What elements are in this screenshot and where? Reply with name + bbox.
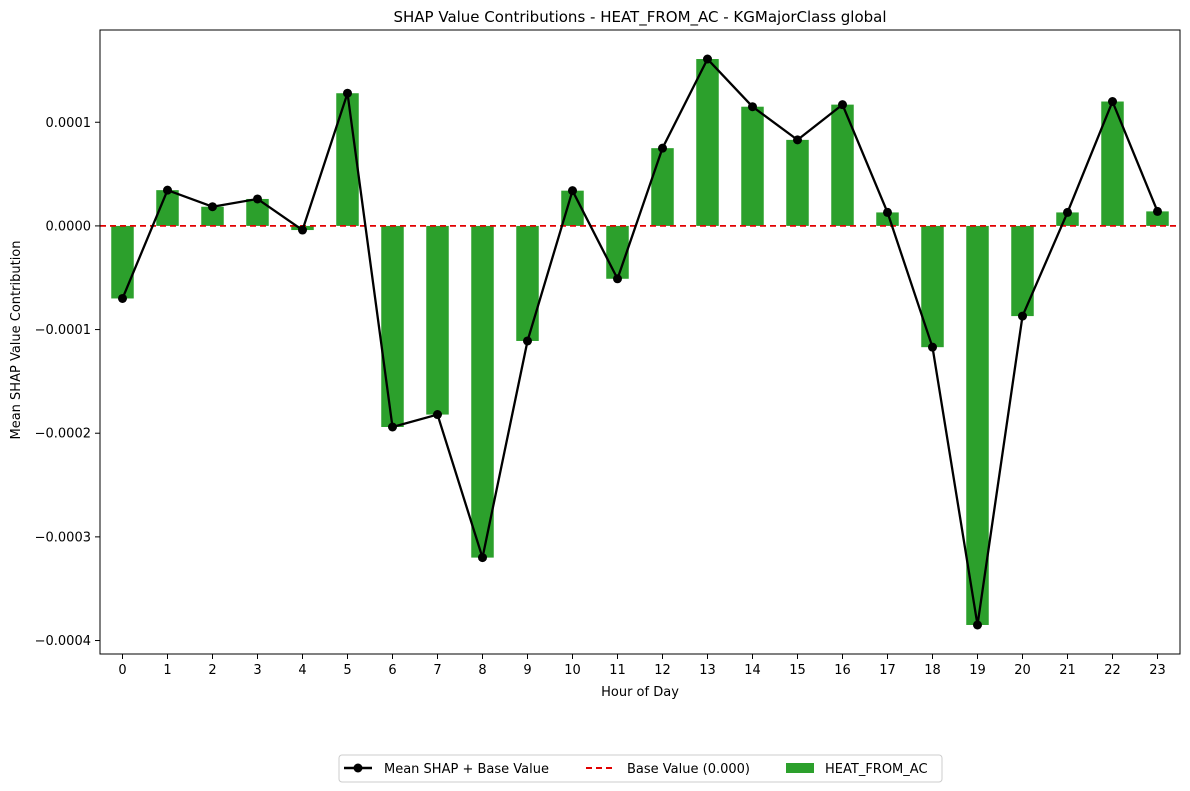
bar-hour-23 bbox=[1146, 211, 1169, 226]
y-tick-label: 0.0001 bbox=[46, 116, 92, 131]
x-tick-label: 12 bbox=[654, 663, 671, 678]
axes-layer: −0.0004 −0.0003 −0.0002 −0.0001 0.0000 0.0001… bbox=[35, 29, 1181, 678]
legend-label-base-value: Base Value (0.000) bbox=[627, 762, 750, 777]
x-tick-label: 4 bbox=[298, 663, 306, 678]
mean-shap-point-hour-8 bbox=[478, 553, 487, 563]
bar-hour-8 bbox=[471, 225, 494, 558]
mean-shap-point-hour-16 bbox=[838, 100, 847, 110]
bar-hour-13 bbox=[696, 59, 719, 226]
x-tick-label: 18 bbox=[924, 663, 941, 678]
bar-hour-20 bbox=[1011, 225, 1034, 317]
bar-hour-9 bbox=[516, 225, 539, 341]
mean-shap-point-hour-21 bbox=[1063, 207, 1072, 217]
mean-shap-point-hour-3 bbox=[253, 194, 262, 204]
x-tick-label: 7 bbox=[433, 663, 441, 678]
legend-item-mean-shap: Mean SHAP + Base Value bbox=[344, 762, 549, 777]
y-tick-label: −0.0004 bbox=[35, 634, 91, 649]
mean-shap-point-hour-12 bbox=[658, 143, 667, 153]
bar-hour-19 bbox=[966, 225, 989, 625]
mean-shap-point-hour-18 bbox=[928, 342, 937, 352]
x-tick-label: 0 bbox=[118, 663, 126, 678]
x-tick-label: 8 bbox=[478, 663, 486, 678]
mean-shap-point-hour-2 bbox=[208, 202, 217, 212]
mean-shap-point-hour-6 bbox=[388, 422, 397, 432]
y-tick-label: −0.0002 bbox=[35, 427, 91, 442]
mean-shap-point-hour-15 bbox=[793, 135, 802, 145]
mean-shap-point-hour-20 bbox=[1018, 311, 1027, 321]
x-tick-label: 16 bbox=[834, 663, 851, 678]
x-tick-label: 19 bbox=[969, 663, 986, 678]
x-tick-label: 1 bbox=[163, 663, 171, 678]
x-tick-label: 14 bbox=[744, 663, 761, 678]
x-tick-label: 22 bbox=[1104, 663, 1121, 678]
mean-shap-point-hour-7 bbox=[433, 410, 442, 420]
plot-frame bbox=[99, 29, 1181, 655]
legend-item-base-value: Base Value (0.000) bbox=[586, 762, 750, 777]
mean-shap-point-hour-5 bbox=[343, 88, 352, 98]
y-tick-label: −0.0003 bbox=[35, 530, 91, 545]
mean-shap-point-hour-4 bbox=[298, 225, 307, 235]
mean-shap-point-hour-19 bbox=[973, 620, 982, 630]
chart-title: SHAP Value Contributions - HEAT_FROM_AC … bbox=[393, 8, 886, 27]
x-tick-label: 15 bbox=[789, 663, 806, 678]
bar-hour-11 bbox=[606, 225, 629, 279]
x-tick-label: 5 bbox=[343, 663, 351, 678]
bar-hour-16 bbox=[831, 104, 854, 226]
bar-hour-6 bbox=[381, 225, 404, 427]
mean-shap-point-hour-23 bbox=[1153, 206, 1162, 216]
bar-hour-7 bbox=[426, 225, 449, 415]
bar-hour-1 bbox=[156, 190, 179, 226]
mean-shap-point-hour-10 bbox=[568, 186, 577, 196]
bar-hour-2 bbox=[201, 206, 224, 226]
bar-hour-18 bbox=[921, 225, 944, 348]
mean-shap-point-hour-13 bbox=[703, 54, 712, 64]
bars-layer bbox=[111, 59, 1169, 625]
line-layer bbox=[118, 54, 1162, 630]
x-tick-label: 23 bbox=[1149, 663, 1166, 678]
y-tick-label: −0.0001 bbox=[35, 323, 91, 338]
x-tick-label: 17 bbox=[879, 663, 896, 678]
legend-bar-swatch bbox=[786, 763, 814, 773]
bar-hour-0 bbox=[111, 225, 134, 299]
x-tick-label: 6 bbox=[388, 663, 396, 678]
legend-frame bbox=[338, 754, 943, 783]
x-tick-label: 13 bbox=[699, 663, 716, 678]
bar-hour-15 bbox=[786, 139, 809, 226]
y-tick-label: 0.0000 bbox=[46, 219, 92, 234]
x-tick-label: 10 bbox=[564, 663, 581, 678]
x-axis-label: Hour of Day bbox=[601, 685, 679, 700]
legend-label-heat-from-ac: HEAT_FROM_AC bbox=[825, 762, 928, 777]
mean-shap-point-hour-22 bbox=[1108, 97, 1117, 107]
mean-shap-point-hour-0 bbox=[118, 293, 127, 303]
x-tick-label: 3 bbox=[253, 663, 261, 678]
mean-shap-point-hour-11 bbox=[613, 274, 622, 284]
mean-shap-line bbox=[121, 57, 1159, 627]
bar-hour-17 bbox=[876, 212, 899, 226]
y-axis-label: Mean SHAP Value Contribution bbox=[9, 241, 24, 440]
bar-hour-12 bbox=[651, 148, 674, 226]
bar-hour-22 bbox=[1101, 101, 1124, 226]
x-tick-label: 11 bbox=[609, 663, 626, 678]
mean-shap-point-hour-9 bbox=[523, 336, 532, 346]
mean-shap-point-hour-14 bbox=[748, 102, 757, 112]
legend-label-mean-shap: Mean SHAP + Base Value bbox=[384, 762, 549, 777]
legend-marker-swatch bbox=[353, 763, 363, 773]
mean-shap-point-hour-17 bbox=[883, 207, 892, 217]
x-tick-label: 2 bbox=[208, 663, 216, 678]
x-tick-label: 21 bbox=[1059, 663, 1076, 678]
mean-shap-point-hour-1 bbox=[163, 185, 172, 195]
bar-hour-3 bbox=[246, 198, 269, 226]
x-tick-label: 20 bbox=[1014, 663, 1031, 678]
legend: Mean SHAP + Base Value Base Value (0.000… bbox=[338, 754, 943, 783]
x-tick-label: 9 bbox=[523, 663, 531, 678]
bar-hour-14 bbox=[741, 106, 764, 226]
legend-item-heat-from-ac: HEAT_FROM_AC bbox=[786, 762, 928, 777]
